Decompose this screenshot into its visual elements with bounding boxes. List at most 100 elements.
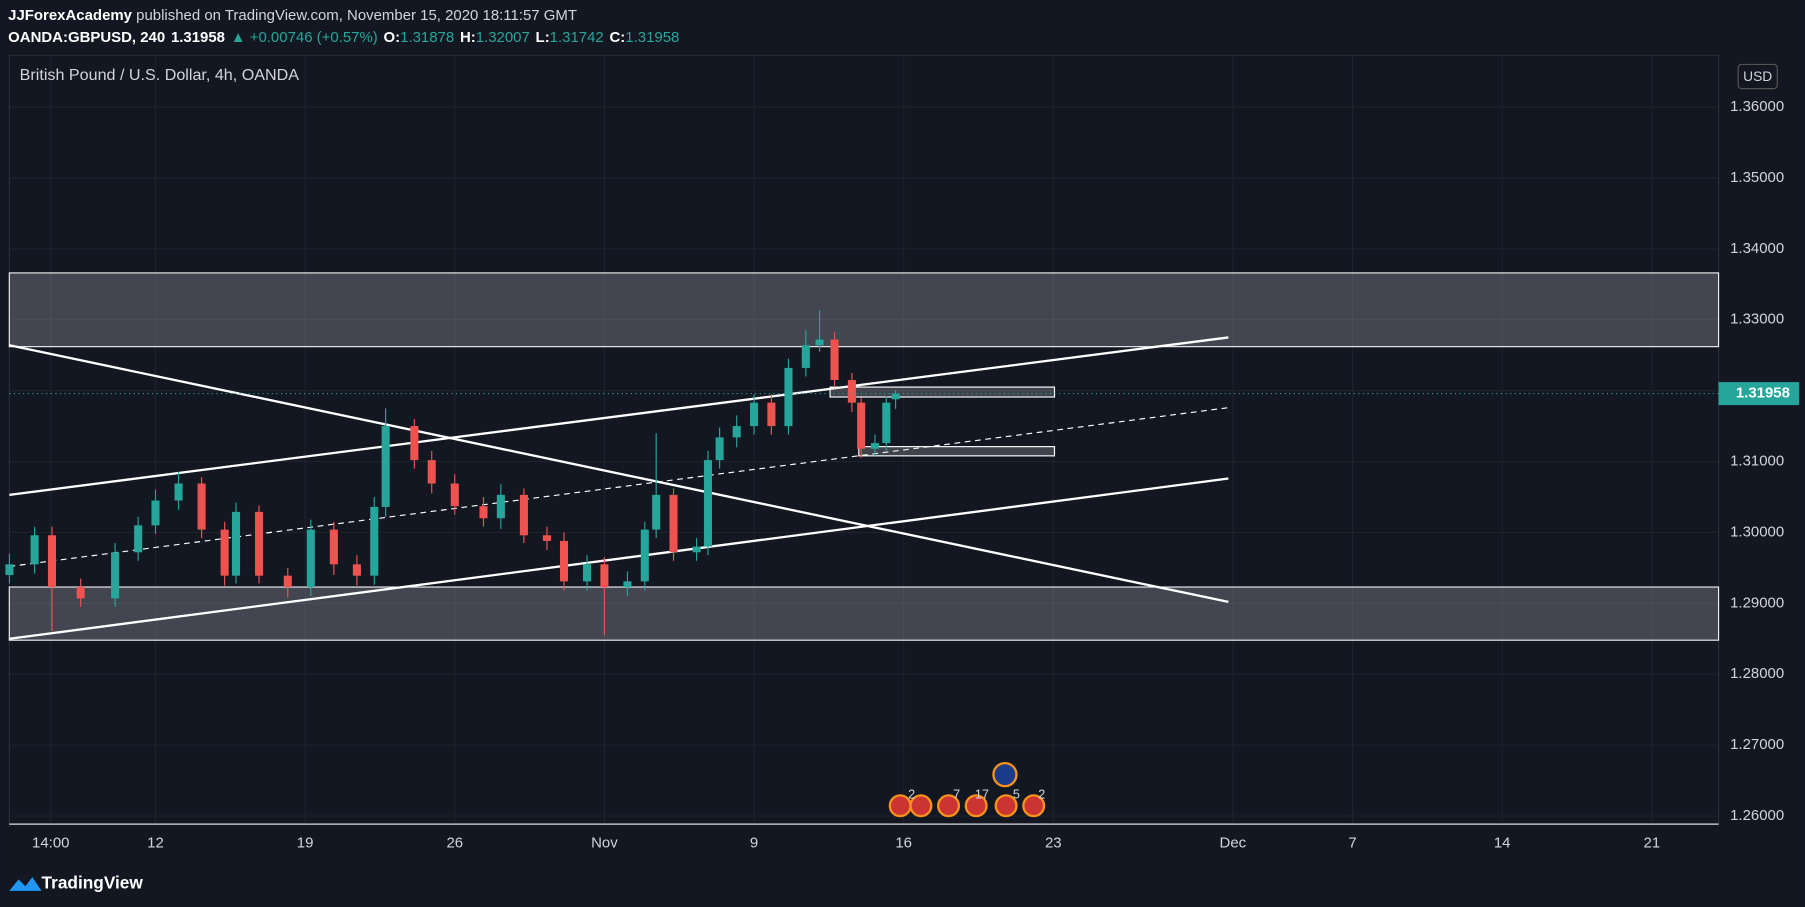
h-label: H: [460,29,476,46]
trend-line [9,344,1229,604]
candle-body [870,443,879,449]
x-tick-label: 21 [1644,835,1661,852]
y-tick-label: 1.30000 [1730,523,1784,540]
grid [9,55,1719,825]
candle-body [381,426,390,507]
trend-line [9,407,1229,568]
candle-body [784,367,793,427]
last-price-label: 1.31958 [1736,385,1790,402]
header-line-2: OANDA:GBPUSD, 240 1.31958 ▲ +0.00746 (+0.5… [8,29,679,46]
candle-body [410,426,419,461]
event-count: 17 [975,788,989,802]
candle-body [283,575,292,588]
y-tick-label: 1.33000 [1730,311,1784,328]
box [858,446,1056,457]
candle-body [352,564,361,576]
candle-body [174,483,183,501]
candle-body [76,587,85,599]
candle-body [583,564,592,582]
candle-body [652,494,661,530]
zone [8,586,1720,641]
last: 1.31958 [171,29,225,46]
h: 1.32007 [476,29,530,46]
candle-body [830,339,839,380]
brand: TradingView [42,873,144,893]
candle-body [231,511,241,576]
x-tick-label: 9 [750,835,758,852]
header-line-1: JJForexAcademy published on TradingView.… [8,7,577,24]
candle-body [542,535,551,541]
candle-body [715,437,724,461]
candles [5,310,900,636]
x-tick-label: 23 [1045,835,1062,852]
candle-body [306,529,315,588]
logo [9,877,42,891]
x-tick-label: Nov [591,835,618,852]
l: 1.31742 [550,29,604,46]
y-tick-label: 1.36000 [1730,98,1784,115]
event-count: 7 [953,788,960,802]
last-price-tag [1718,382,1800,406]
candle-body [519,494,528,536]
author: JJForexAcademy [8,7,133,24]
x-tick-label: 19 [297,835,314,852]
published: published on TradingView.com, November 1… [132,7,577,24]
c-label: C: [610,29,626,46]
symbol: OANDA:GBPUSD, 240 [8,29,165,46]
trend-line [9,477,1229,640]
candle-body [134,525,143,553]
candle-body [600,564,609,588]
event-icon [1022,794,1046,818]
event-count: 2 [1038,788,1045,802]
events: 2 7 17 5 2 [888,761,1046,818]
x-tick-label: 12 [147,835,164,852]
chart-title: British Pound / U.S. Dollar, 4h, OANDA [20,66,300,84]
event-icon [994,794,1018,818]
y-tick-label: 1.34000 [1730,240,1784,257]
y-tick-label: 1.29000 [1730,594,1784,611]
candle-body [220,529,229,576]
candle-body [703,460,712,547]
candle-body [750,402,759,427]
candle-body [255,511,264,576]
candle-body [669,494,678,553]
candle-body [427,460,436,484]
drawings [8,272,1720,641]
box [829,386,1056,398]
event-icon [937,794,961,818]
currency-box [1737,63,1778,90]
candle-body [882,402,891,444]
candle-body [151,500,160,526]
x-tick-label: Dec [1220,835,1247,852]
axes: 1.26000 1.27000 1.28000 1.29000 1.30000 1.310… [9,98,1800,852]
change: ▲ +0.00746 (+0.57%) [231,29,378,46]
candle-body [496,494,505,519]
x-tick-label: 14 [1494,835,1511,852]
candle-body [370,506,379,576]
event-count: 5 [1013,788,1020,802]
x-tick-label: 16 [895,835,912,852]
y-tick-label: 1.31000 [1730,452,1784,469]
event-icon [964,794,988,818]
x-tick-label: 26 [446,835,463,852]
event-icon [909,794,933,818]
trend-line [9,336,1229,496]
candle-body [815,339,824,346]
x-tick-label: 14:00 [32,835,69,852]
candle-body [479,506,488,519]
candle-body [847,379,856,403]
candle-body [767,402,776,427]
candle-body [5,564,14,575]
candle-body [47,535,56,588]
y-tick-label: 1.27000 [1730,736,1784,753]
candle-body [891,393,900,400]
l-label: L: [536,29,550,46]
event-icon [992,761,1018,788]
currency: USD [1743,68,1772,84]
candle-body [197,483,206,530]
event-count: 2 [908,788,915,802]
candle-body [732,426,741,438]
candle-body [450,483,459,507]
zone [8,272,1720,348]
